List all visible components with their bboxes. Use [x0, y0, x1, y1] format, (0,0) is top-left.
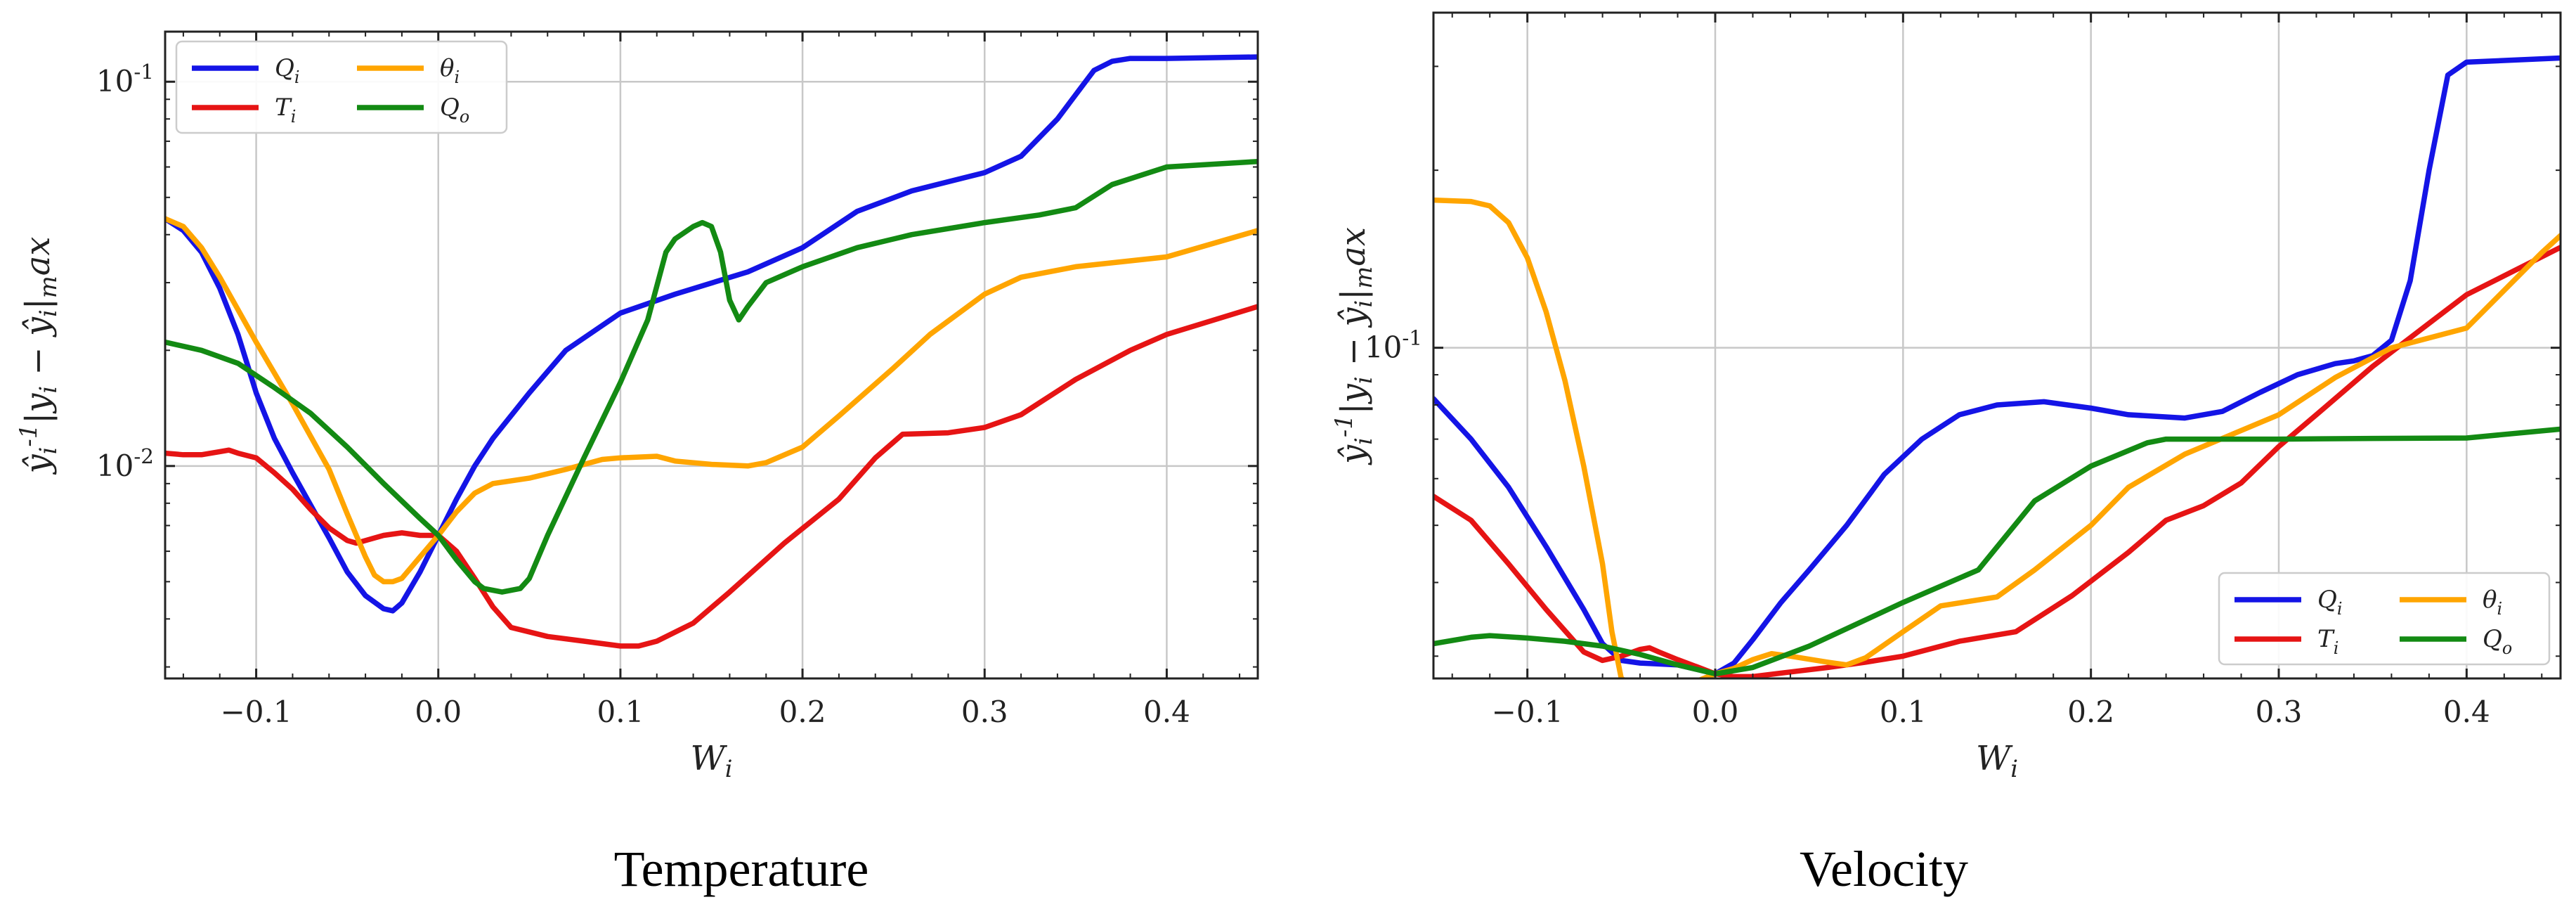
x-tick-label: 0.0: [415, 695, 462, 729]
legend-label: Qo​: [440, 94, 469, 127]
series-line: [1433, 197, 2561, 678]
x-axis-label: Wi​: [1976, 739, 2018, 782]
x-tick-label: 0.4: [1143, 695, 1190, 729]
legend-label: Qo​: [2483, 625, 2512, 658]
x-tick-label: 0.2: [779, 695, 826, 729]
legend-label: Ti​: [2317, 625, 2338, 658]
x-tick-label: 0.1: [597, 695, 644, 729]
series-line: [165, 304, 1258, 649]
legend-box: [175, 40, 508, 134]
x-tick-label: 0.3: [961, 695, 1008, 729]
series-line: [1433, 426, 2561, 677]
legend: Qi​ Ti​ θi​ Qo​: [175, 40, 508, 134]
plot-frame: [1432, 11, 2562, 680]
legend-label: Ti​: [275, 94, 296, 127]
temperature-caption: Temperature: [613, 841, 869, 897]
legend-label: Qi​: [275, 54, 300, 87]
series-line: [165, 54, 1258, 614]
x-tick-label: 0.3: [2256, 695, 2303, 729]
x-tick-label: 0.2: [2067, 695, 2114, 729]
series-group: [165, 54, 1258, 649]
plot-frame: [164, 30, 1259, 680]
y-axis-label: ŷi-1|yi − ŷi|max: [15, 237, 62, 475]
y-tick-label: 10-1​: [96, 60, 154, 98]
x-axis-label: Wi​: [690, 739, 732, 782]
series-line: [1433, 245, 2561, 678]
y-tick-label: 10-1​: [1365, 326, 1422, 365]
series-line: [165, 158, 1258, 595]
temperature-panel: −0.1 0.0 0.1 0.2 0.3 0.4 10-2​ 10-1​ Wi​ ŷi-1|yi …: [15, 30, 1259, 782]
legend-box: [2218, 572, 2551, 666]
x-tick-label: 0.0: [1692, 695, 1739, 729]
legend-label: Qi​: [2317, 586, 2343, 619]
x-tick-label: 0.4: [2443, 695, 2490, 729]
series-group: [1433, 55, 2561, 678]
velocity-caption: Velocity: [1800, 841, 1968, 897]
x-tick-label: −0.1: [1492, 695, 1563, 729]
legend: Qi​ Ti​ θi​ Qo​: [2218, 572, 2551, 666]
y-tick-label: 10-2​: [96, 444, 154, 483]
legend-label: θi​: [440, 54, 460, 87]
x-tick-label: 0.1: [1880, 695, 1927, 729]
legend-label: θi​: [2483, 586, 2502, 619]
x-tick-label: −0.1: [221, 695, 292, 729]
series-line: [165, 216, 1258, 585]
y-axis-label: ŷi-1|yi − ŷi|max: [1330, 227, 1377, 465]
velocity-panel: −0.1 0.0 0.1 0.2 0.3 0.4 10-1​ Wi​ ŷi-1|yi − ŷi|…: [1330, 11, 2562, 782]
